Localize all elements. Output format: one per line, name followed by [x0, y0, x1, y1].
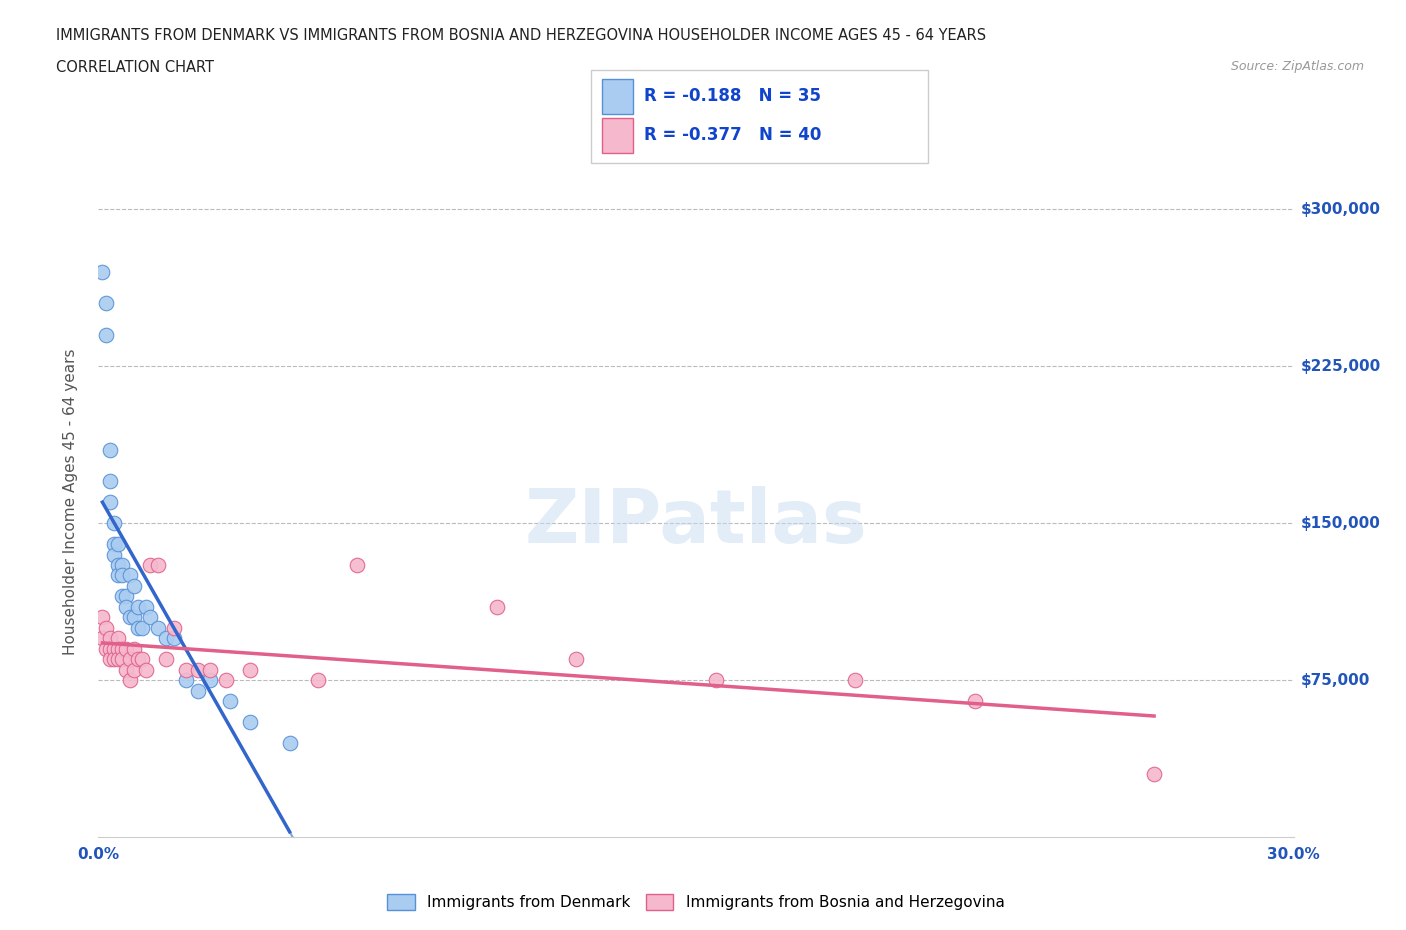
Point — [107, 631, 129, 645]
Point — [107, 558, 129, 573]
Point — [565, 652, 588, 667]
Point — [120, 610, 142, 625]
Point — [124, 642, 146, 657]
Text: R = -0.188   N = 35: R = -0.188 N = 35 — [644, 86, 821, 105]
Text: R = -0.377   N = 40: R = -0.377 N = 40 — [644, 126, 821, 144]
Point — [704, 672, 727, 687]
Text: IMMIGRANTS FROM DENMARK VS IMMIGRANTS FROM BOSNIA AND HERZEGOVINA HOUSEHOLDER IN: IMMIGRANTS FROM DENMARK VS IMMIGRANTS FR… — [56, 28, 987, 43]
Point — [198, 662, 221, 677]
Point — [239, 662, 262, 677]
Point — [131, 652, 153, 667]
Point — [174, 672, 197, 687]
Point — [139, 610, 162, 625]
Point — [163, 631, 186, 645]
Point — [111, 568, 134, 583]
Point — [98, 631, 122, 645]
Point — [187, 662, 209, 677]
Point — [485, 600, 508, 615]
Point — [120, 568, 142, 583]
Point — [98, 652, 122, 667]
Point — [963, 694, 986, 709]
Point — [239, 714, 262, 729]
Point — [124, 610, 146, 625]
Point — [103, 537, 125, 551]
Point — [127, 620, 149, 635]
Point — [111, 642, 134, 657]
Point — [96, 620, 118, 635]
Point — [187, 683, 209, 698]
Point — [91, 631, 114, 645]
Point — [115, 662, 138, 677]
Point — [120, 672, 142, 687]
Point — [103, 547, 125, 562]
Legend: Immigrants from Denmark, Immigrants from Bosnia and Herzegovina: Immigrants from Denmark, Immigrants from… — [381, 888, 1011, 916]
Point — [107, 652, 129, 667]
Point — [107, 568, 129, 583]
Point — [215, 672, 238, 687]
Point — [107, 537, 129, 551]
Point — [107, 642, 129, 657]
Y-axis label: Householder Income Ages 45 - 64 years: Householder Income Ages 45 - 64 years — [63, 349, 77, 656]
Point — [103, 642, 125, 657]
Point — [111, 589, 134, 604]
Text: $75,000: $75,000 — [1301, 672, 1369, 687]
Text: ZIPatlas: ZIPatlas — [524, 485, 868, 559]
Point — [131, 620, 153, 635]
Point — [111, 652, 134, 667]
Point — [844, 672, 866, 687]
Point — [148, 620, 170, 635]
Point — [91, 610, 114, 625]
Text: $300,000: $300,000 — [1301, 202, 1381, 217]
Point — [139, 558, 162, 573]
Point — [103, 516, 125, 531]
Point — [135, 600, 157, 615]
Point — [155, 652, 177, 667]
Point — [96, 296, 118, 311]
Point — [120, 652, 142, 667]
Point — [127, 600, 149, 615]
Point — [346, 558, 368, 573]
Point — [103, 652, 125, 667]
Text: CORRELATION CHART: CORRELATION CHART — [56, 60, 214, 75]
Point — [98, 642, 122, 657]
Point — [174, 662, 197, 677]
Point — [135, 662, 157, 677]
Point — [115, 600, 138, 615]
Point — [219, 694, 242, 709]
Point — [1143, 766, 1166, 781]
Point — [163, 620, 186, 635]
Point — [115, 642, 138, 657]
Point — [155, 631, 177, 645]
Point — [148, 558, 170, 573]
Point — [91, 265, 114, 280]
Point — [98, 495, 122, 510]
Point — [124, 578, 146, 593]
Point — [307, 672, 329, 687]
Point — [124, 662, 146, 677]
Point — [96, 642, 118, 657]
Text: Source: ZipAtlas.com: Source: ZipAtlas.com — [1230, 60, 1364, 73]
Point — [111, 558, 134, 573]
Point — [198, 672, 221, 687]
Text: $225,000: $225,000 — [1301, 359, 1381, 374]
Point — [98, 474, 122, 489]
Point — [127, 652, 149, 667]
Point — [115, 589, 138, 604]
Point — [96, 327, 118, 342]
Text: $150,000: $150,000 — [1301, 515, 1381, 531]
Point — [278, 736, 301, 751]
Point — [98, 443, 122, 458]
